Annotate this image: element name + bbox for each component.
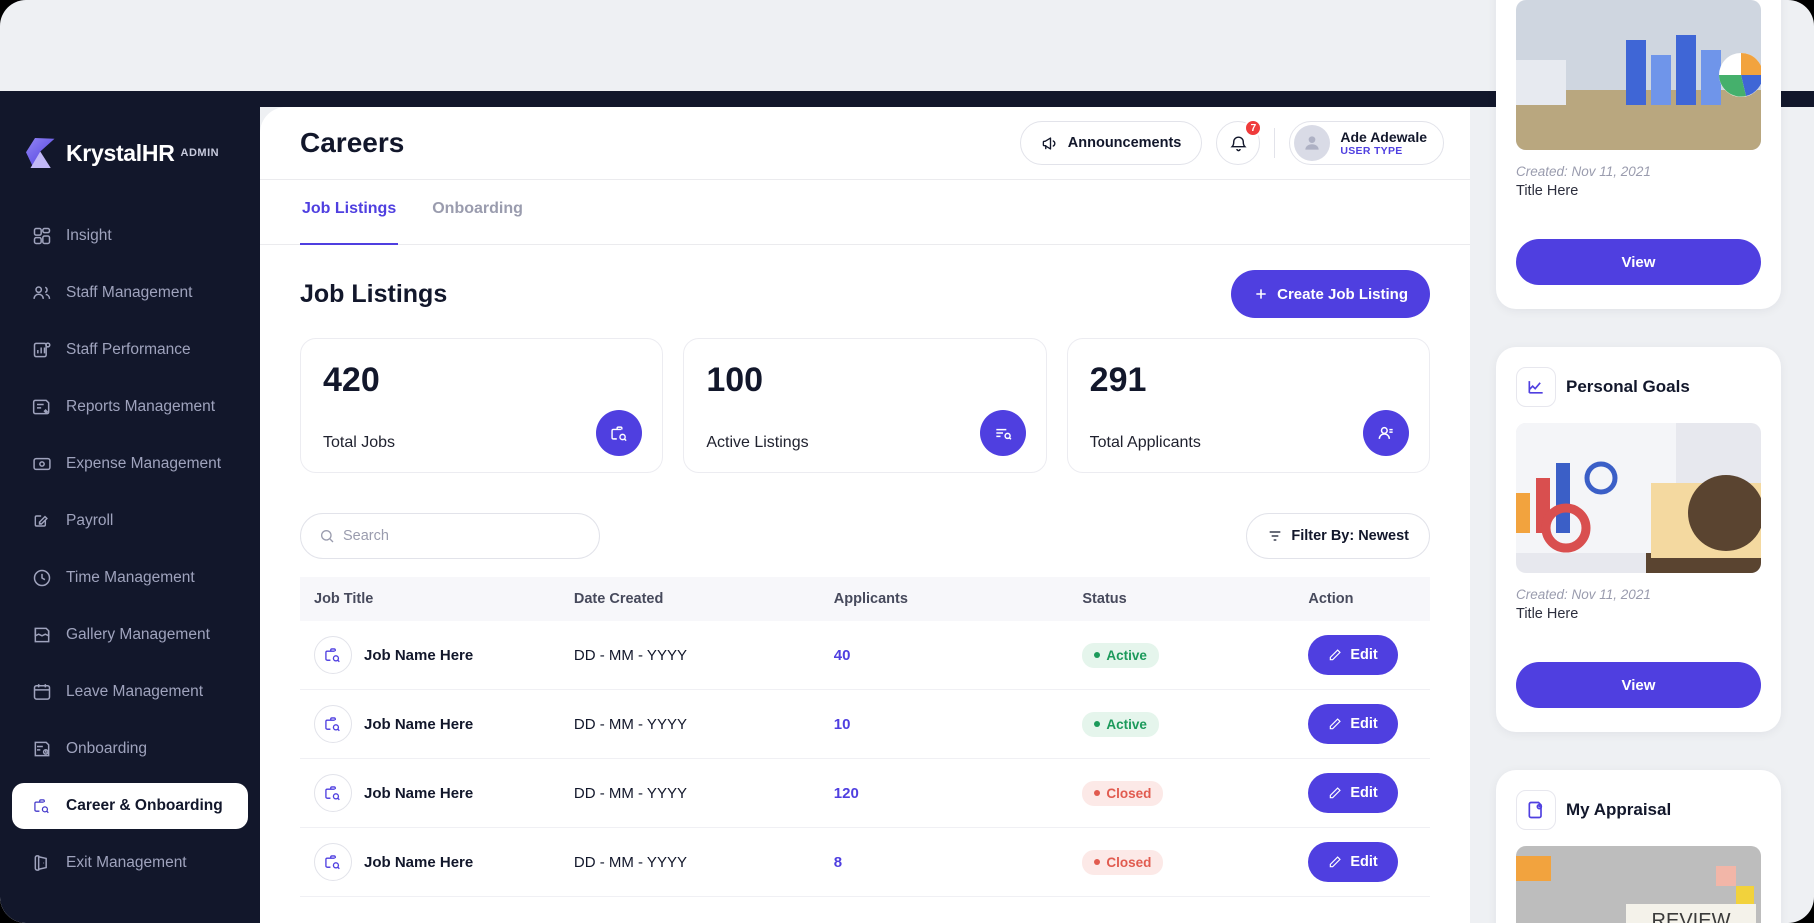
svg-text:REVIEW: REVIEW <box>1652 910 1731 923</box>
